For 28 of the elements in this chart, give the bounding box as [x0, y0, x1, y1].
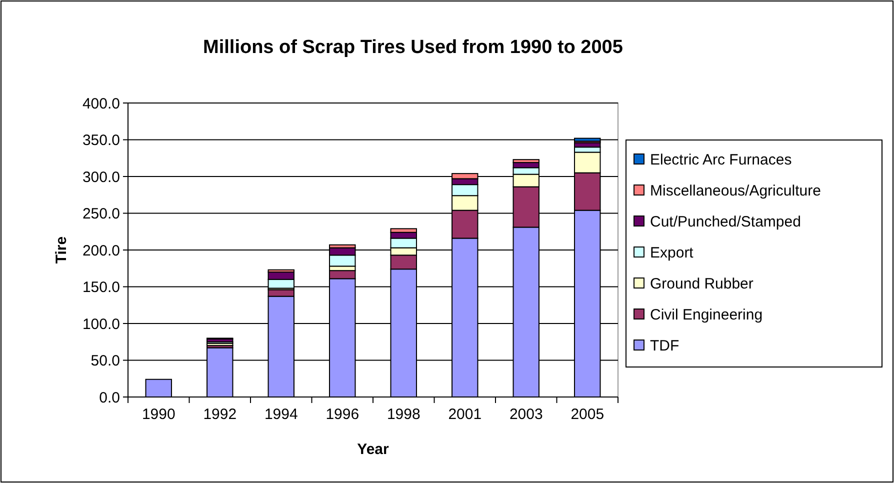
x-axis-title: Year [357, 441, 390, 458]
y-axis-title: Tire [53, 236, 70, 264]
y-tick-label: 400.0 [82, 95, 120, 112]
y-tick-label: 250.0 [82, 206, 120, 222]
x-tick-label: 1996 [326, 406, 360, 423]
legend-label: Miscellaneous/Agriculture [650, 182, 821, 200]
y-tick-label: 300.0 [82, 168, 120, 186]
x-tick-label: 2005 [570, 406, 604, 423]
chart-title: Millions of Scrap Tires Used from 1990 to 2005 [203, 37, 624, 58]
x-tick-label: 2001 [448, 406, 482, 423]
legend-label: Export [650, 244, 694, 262]
y-tick-label: 350.0 [82, 132, 120, 149]
x-tick-label: 2003 [509, 406, 543, 423]
x-tick-label: 1994 [264, 406, 298, 423]
y-tick-label: 0.0 [99, 389, 120, 406]
legend-label: TDF [650, 337, 680, 354]
y-tick-label: 200.0 [82, 242, 120, 260]
x-tick-label: 1990 [142, 406, 176, 423]
legend-label: Civil Engineering [650, 306, 763, 324]
legend-label: Ground Rubber [650, 275, 754, 292]
legend-label: Electric Arc Furnaces [650, 151, 792, 168]
bar [145, 378, 172, 398]
legend-label: Cut/Punched/Stamped [650, 213, 801, 230]
y-tick-label: 50.0 [90, 352, 120, 370]
y-tick-label: 100.0 [82, 316, 120, 333]
y-tick-label: 150.0 [82, 279, 120, 296]
x-tick-label: 1998 [386, 406, 420, 423]
x-tick-label: 1992 [203, 406, 237, 423]
